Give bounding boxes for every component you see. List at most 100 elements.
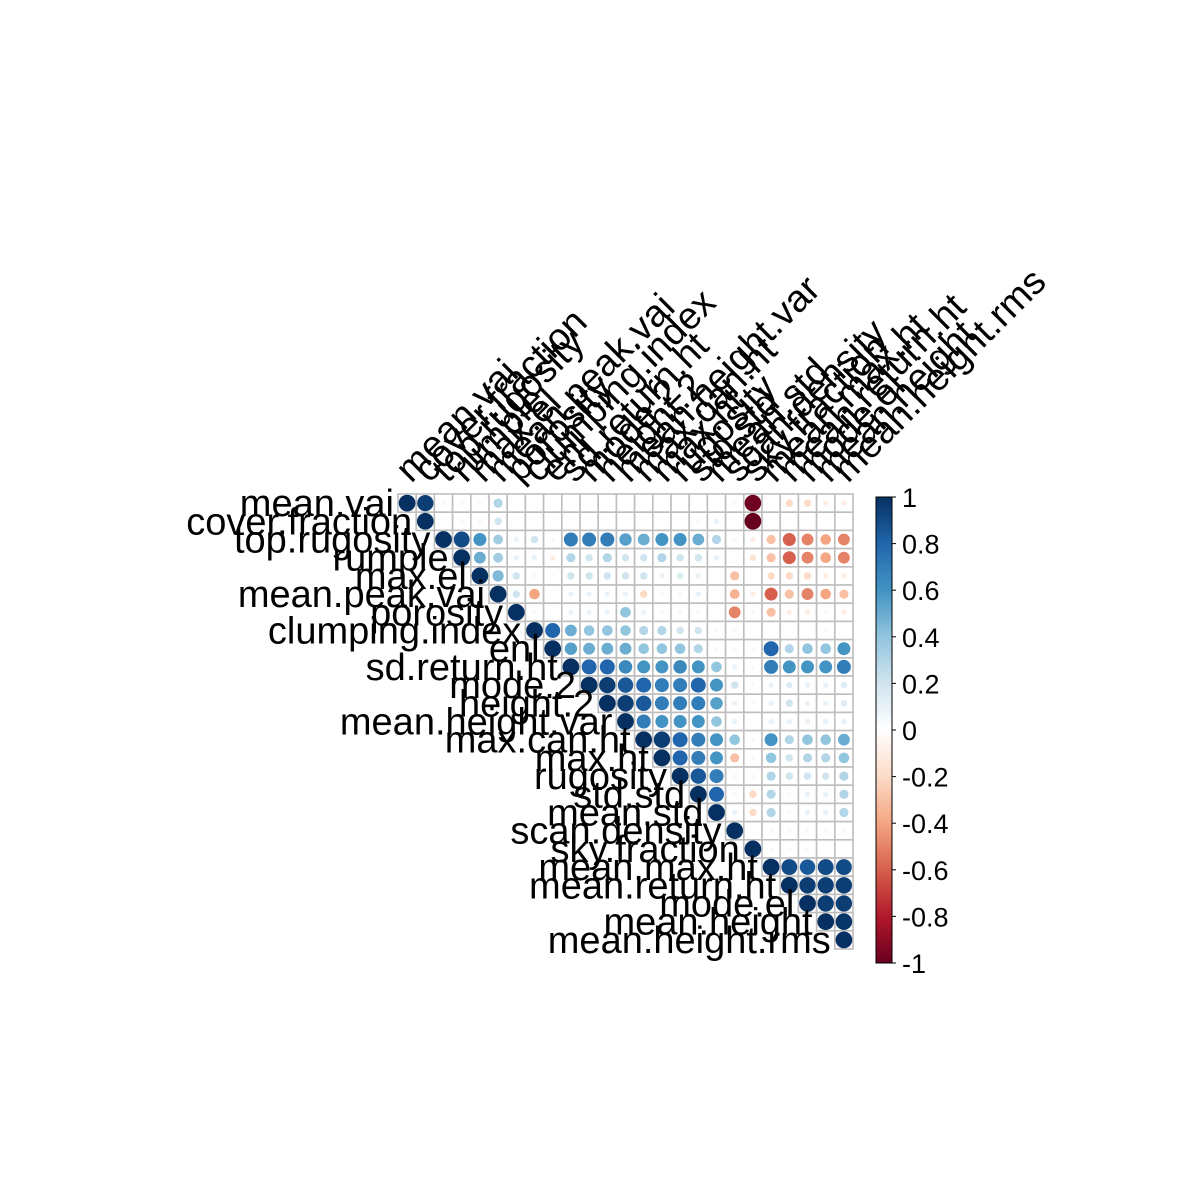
corr-circle-rumple-sd.return.ht xyxy=(566,553,576,563)
corr-circle-top.rugosity-sd.return.ht xyxy=(563,532,578,547)
corr-circle-porosity-mode.el xyxy=(804,609,811,615)
grid-cell xyxy=(651,511,672,532)
corr-circle-top.rugosity-mean.peak.vai xyxy=(493,534,504,545)
color-bar-tick-label: 0.2 xyxy=(902,669,940,699)
corr-circle-max.ht-mean.std xyxy=(710,751,723,765)
corr-circle-height.2-mean.height xyxy=(823,700,829,706)
corr-circle-clumping.index-height.2 xyxy=(602,625,613,636)
grid-cell xyxy=(433,511,454,532)
row-label: mode.el xyxy=(659,884,794,926)
corr-circle-mean.vai-cover.fraction xyxy=(417,494,434,512)
corr-circle-rumple-mean.height xyxy=(820,552,831,563)
corr-circle-height.2-mean.height.var xyxy=(617,695,634,712)
corr-circle-mean.height.rms-mean.height.rms xyxy=(835,931,853,949)
corr-circle-sd.return.ht-mode.el xyxy=(801,660,814,674)
corr-circle-porosity-mean.height xyxy=(823,610,828,615)
grid-cell xyxy=(724,547,745,568)
corr-circle-max.el-std.std xyxy=(695,573,701,579)
corr-circle-mean.vai-mean.return.ht xyxy=(785,499,794,507)
corr-circle-mode.el-mode.el xyxy=(799,895,816,912)
corr-circle-max.el-porosity xyxy=(512,572,521,580)
corr-circle-mean.peak.vai-mean.height.rms xyxy=(839,589,849,599)
corr-circle-max.el-rugosity xyxy=(676,572,684,580)
corr-circle-mean.max.ht-mean.max.ht xyxy=(762,858,780,876)
corr-circle-mean.vai-mean.height.rms xyxy=(841,500,847,506)
corr-circle-top.rugosity-mean.height.rms xyxy=(837,533,850,546)
corr-circle-top.rugosity-mean.return.ht xyxy=(782,533,796,546)
corr-circle-mean.height.var-mean.height.rms xyxy=(841,718,847,725)
corr-circle-mean.vai-mode.el xyxy=(803,499,812,507)
corr-circle-top.rugosity-mean.height.var xyxy=(619,533,632,546)
corr-circle-scan.density-mean.height xyxy=(823,828,828,833)
corr-circle-mode.2-std.std xyxy=(690,677,706,693)
corr-circle-enl-rugosity xyxy=(674,643,686,654)
corr-circle-max.el-mode.2 xyxy=(585,572,593,580)
grid-cell xyxy=(833,838,854,859)
corr-circle-porosity-mean.height.var xyxy=(620,607,631,618)
corr-circle-std.std-scan.density xyxy=(732,792,737,797)
corr-circle-max.ht-mean.max.ht xyxy=(765,752,777,764)
grid-cell xyxy=(761,511,782,532)
corr-circle-sd.return.ht-scan.density xyxy=(732,664,738,670)
corr-circle-enl-mean.height xyxy=(820,643,831,654)
corr-circle-mean.std-sky.fraction xyxy=(749,808,757,817)
grid-cell xyxy=(670,493,691,514)
corr-circle-max.el-max.can.ht xyxy=(639,572,648,580)
corr-circle-mean.peak.vai-height.2 xyxy=(604,591,610,597)
corr-circle-mean.peak.vai-mean.return.ht xyxy=(784,589,794,599)
corr-circle-mean.std-mode.el xyxy=(804,809,811,816)
corr-circle-sky.fraction-mode.el xyxy=(805,847,810,851)
corr-circle-cover.fraction-mean.std xyxy=(713,518,720,524)
corr-circle-enl-mean.max.ht xyxy=(763,641,779,657)
corr-circle-top.rugosity-rugosity xyxy=(673,533,687,546)
corr-circle-top.rugosity-sky.fraction xyxy=(750,536,756,543)
corr-circle-mean.height.var-rugosity xyxy=(673,715,687,728)
corr-circle-max.can.ht-mean.max.ht xyxy=(764,733,778,747)
grid-cell xyxy=(815,838,836,859)
row-label: height.2 xyxy=(459,683,594,725)
corr-circle-sd.return.ht-max.can.ht xyxy=(637,660,651,674)
corr-circle-mean.peak.vai-scan.density xyxy=(729,589,740,600)
grid-cell xyxy=(724,511,745,532)
grid-cell xyxy=(706,565,727,586)
corr-circle-clumping.index-mean.height.var xyxy=(620,625,631,636)
grid-cell xyxy=(779,511,800,532)
grid-cell xyxy=(506,493,527,514)
grid-cell xyxy=(742,820,763,841)
corr-circle-clumping.index-std.std xyxy=(694,626,703,635)
grid-cell xyxy=(833,620,854,641)
row-label: enl xyxy=(489,629,540,671)
corr-circle-top.rugosity-scan.density xyxy=(732,537,737,542)
corr-circle-mean.return.ht-mean.height.rms xyxy=(835,877,853,894)
corr-circle-rugosity-mean.std xyxy=(709,769,724,784)
corr-circle-max.ht-mean.height.rms xyxy=(838,752,850,764)
row-label: cover.fraction xyxy=(186,501,412,543)
row-label: mean.vai xyxy=(240,483,394,525)
corr-circle-sd.return.ht-sd.return.ht xyxy=(562,658,580,676)
corr-circle-max.ht-mean.height xyxy=(821,753,831,763)
corr-circle-clumping.index-enl xyxy=(545,623,561,638)
row-label: top.rugosity xyxy=(234,520,430,562)
corr-circle-top.rugosity-top.rugosity xyxy=(435,531,452,548)
row-label: rumple xyxy=(332,538,448,580)
corr-circle-rumple-mode.el xyxy=(801,551,814,564)
row-label: clumping.index xyxy=(268,611,521,653)
color-bar xyxy=(875,496,893,964)
corr-circle-max.el-sd.return.ht xyxy=(567,572,575,580)
corr-circle-rumple-rumple xyxy=(453,549,471,567)
corr-circle-mode.el-mean.height.rms xyxy=(835,895,853,912)
grid-cell xyxy=(542,602,563,623)
row-label: mean.std xyxy=(547,793,703,835)
corr-circle-mean.height.var-max.ht xyxy=(655,715,669,728)
color-legend: 1 0.8 0.6 0.4 0.2 0 -0.2 -0.4 -0.6 -0.8 -1 xyxy=(875,483,949,979)
corr-circle-mode.2-mode.2 xyxy=(580,676,598,694)
corr-circle-porosity-height.2 xyxy=(604,609,610,615)
grid-cell xyxy=(597,511,618,532)
row-label: mean.peak.vai xyxy=(238,574,485,616)
corr-circle-scan.density-mean.max.ht xyxy=(769,828,773,833)
corr-circle-enl-mean.return.ht xyxy=(784,644,794,654)
corr-circle-top.rugosity-clumping.index xyxy=(530,535,539,544)
corr-circle-std.std-mode.el xyxy=(804,791,811,797)
corr-circle-enl-std.std xyxy=(693,644,703,654)
